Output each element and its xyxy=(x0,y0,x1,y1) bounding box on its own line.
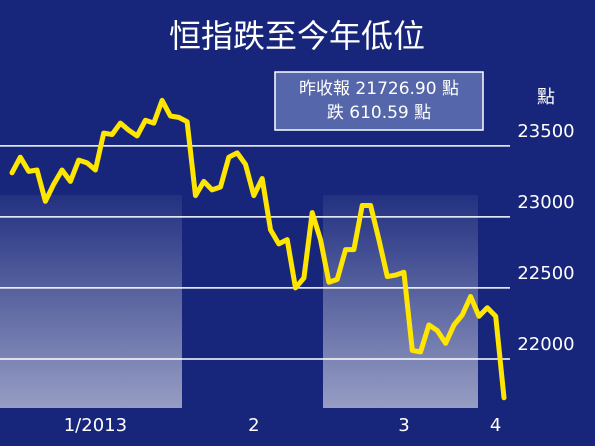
annotation-box xyxy=(274,71,484,131)
y-tick-label: 23500 xyxy=(517,121,574,142)
y-tick-label: 22000 xyxy=(517,334,574,355)
annotation: 昨收報 21726.90 點 xyxy=(299,79,459,99)
price-line xyxy=(9,97,507,401)
annotation: 跌 610.59 點 xyxy=(327,103,431,123)
chart-title: 恒指跌至今年低位 xyxy=(169,17,425,55)
month-band xyxy=(323,195,478,408)
unit-label: 點 xyxy=(537,87,555,108)
month-band xyxy=(0,195,182,408)
x-tick-label: 1/2013 xyxy=(64,415,127,436)
x-tick-label: 4 xyxy=(490,415,501,436)
y-tick-label: 23000 xyxy=(517,192,574,213)
x-tick-label: 2 xyxy=(248,415,259,436)
x-tick-label: 3 xyxy=(398,415,409,436)
y-tick-label: 22500 xyxy=(517,263,574,284)
